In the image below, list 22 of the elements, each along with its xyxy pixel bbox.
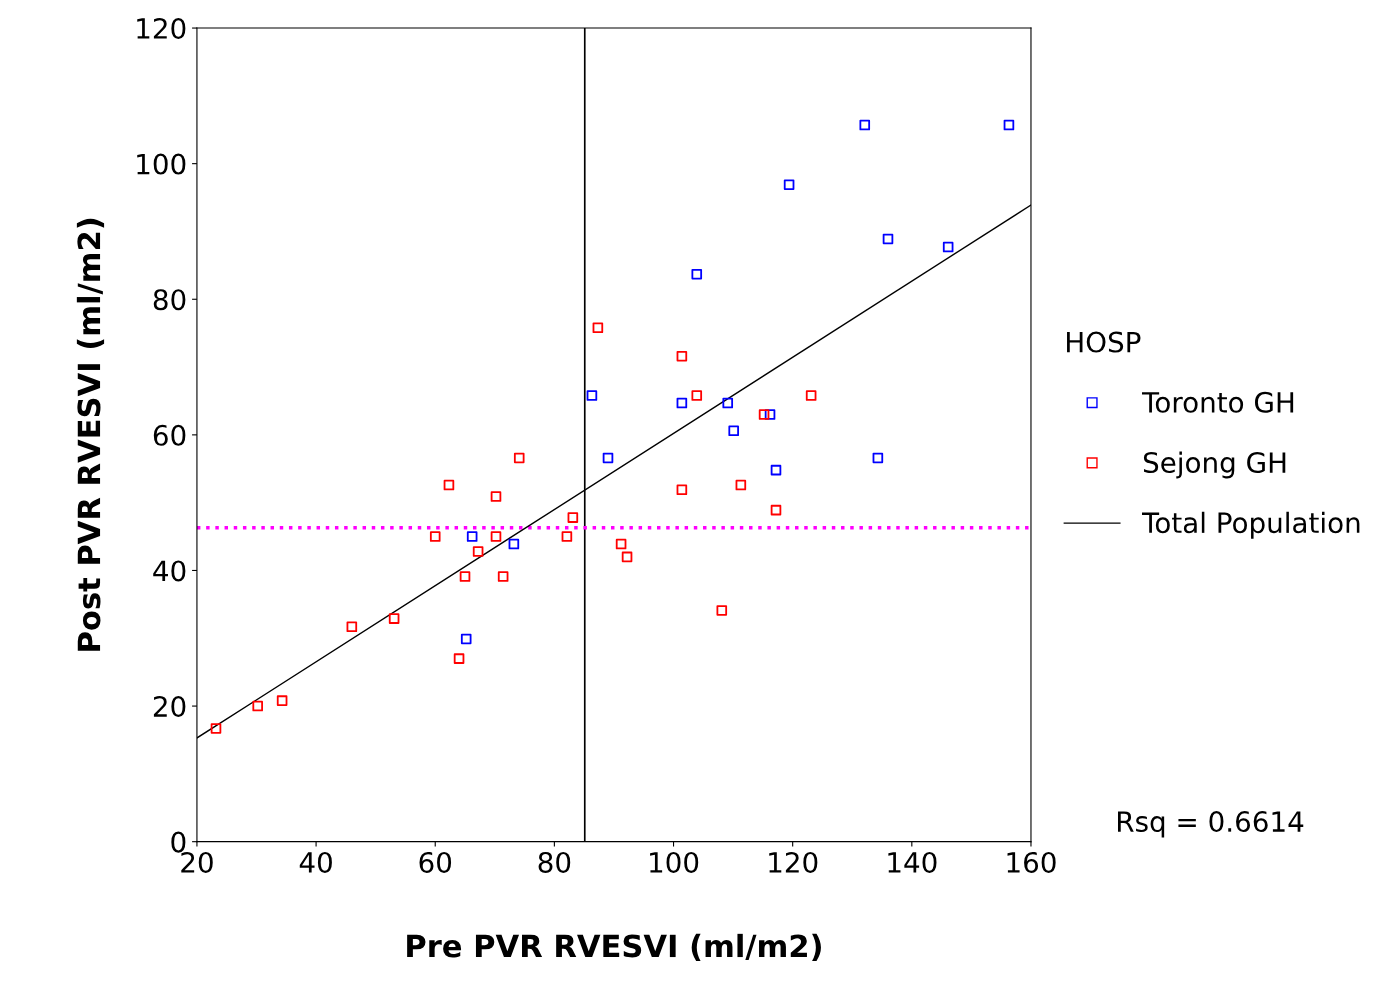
x-tick-label: 140 bbox=[888, 851, 937, 873]
legend-label: Toronto GH bbox=[1142, 391, 1294, 413]
text: Rsq = 0.6614 bbox=[1118, 811, 1304, 838]
x-tick-label: 60 bbox=[419, 851, 452, 873]
legend-label: Total Population bbox=[1142, 511, 1360, 539]
x-tick-label: 40 bbox=[299, 851, 332, 873]
y-tick-label: 120 bbox=[137, 17, 186, 39]
y-tick-label: 20 bbox=[153, 696, 186, 718]
x-tick-label: 100 bbox=[650, 851, 699, 873]
y-axis-title: Post PVR RVESVI (ml/m2) bbox=[76, 218, 105, 651]
y-tick-label: 60 bbox=[153, 424, 186, 446]
y-tick-label: 100 bbox=[137, 153, 186, 175]
x-tick-label: 80 bbox=[538, 851, 571, 873]
x-tick-label: 120 bbox=[769, 851, 818, 873]
legend-title: HOSP bbox=[1067, 331, 1141, 353]
x-axis-title: Pre PVR RVESVI (ml/m2) bbox=[407, 933, 821, 962]
x-tick-label: 20 bbox=[181, 851, 213, 873]
x-tick-label: 160 bbox=[1007, 851, 1056, 873]
legend-label: Sejong GH bbox=[1143, 451, 1286, 479]
y-tick-label: 0 bbox=[171, 831, 186, 853]
y-tick-label: 40 bbox=[153, 560, 186, 582]
y-tick-label: 80 bbox=[153, 289, 186, 311]
